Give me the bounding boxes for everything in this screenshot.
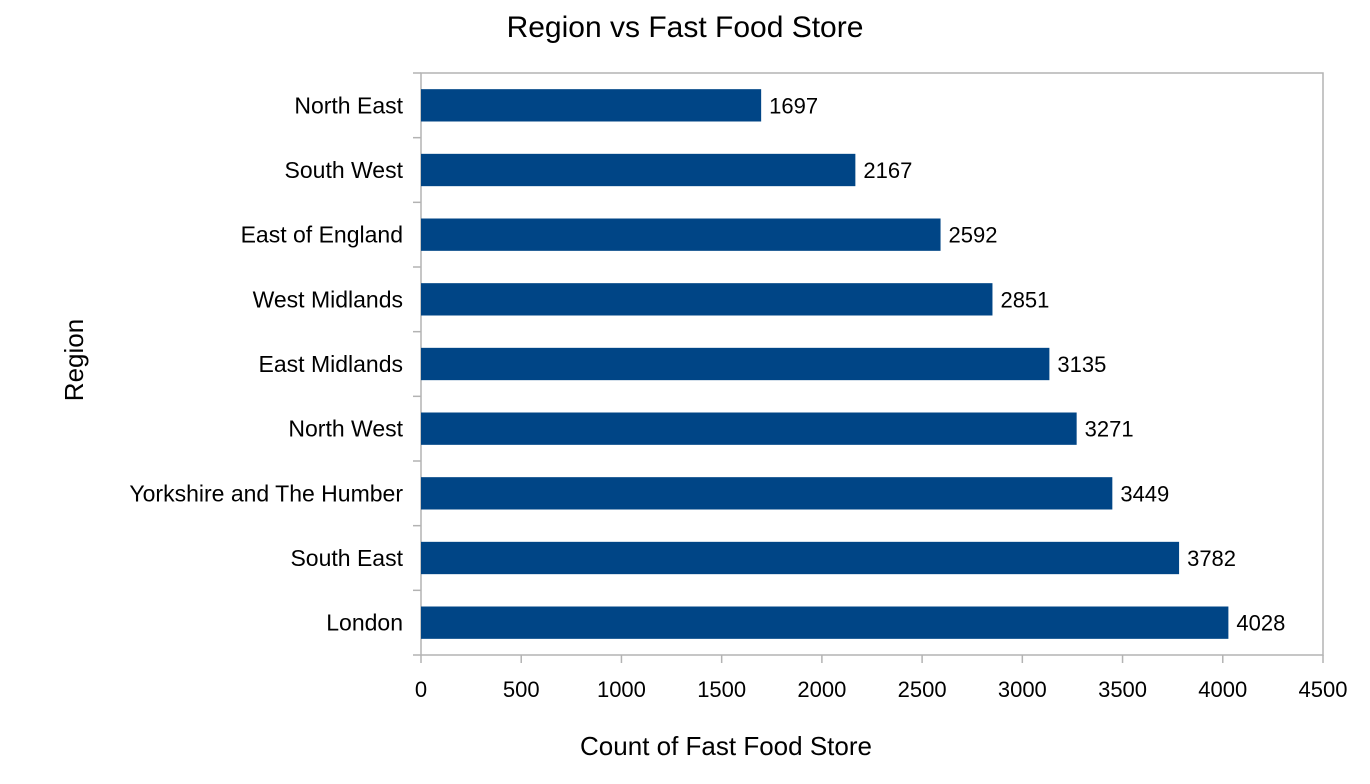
data-label: 3135 xyxy=(1057,352,1106,377)
x-tick-label: 2500 xyxy=(898,677,947,702)
bar xyxy=(421,477,1113,510)
data-label: 3449 xyxy=(1120,481,1169,506)
x-tick-label: 2000 xyxy=(797,677,846,702)
x-tick-label: 3500 xyxy=(1098,677,1147,702)
data-label: 1697 xyxy=(769,93,818,118)
category-label: North East xyxy=(294,92,403,118)
bar xyxy=(421,606,1229,639)
x-tick-label: 1000 xyxy=(597,677,646,702)
x-tick-label: 4500 xyxy=(1299,677,1348,702)
x-tick-label: 0 xyxy=(415,677,427,702)
bar xyxy=(421,89,762,122)
x-tick-label: 4000 xyxy=(1198,677,1247,702)
category-label: Yorkshire and The Humber xyxy=(129,480,403,506)
category-label: East Midlands xyxy=(259,351,403,377)
data-label: 3271 xyxy=(1085,417,1134,442)
x-tick-label: 3000 xyxy=(998,677,1047,702)
bar xyxy=(421,412,1077,445)
category-label: West Midlands xyxy=(253,286,403,312)
plot-layer: 0 500 1000 1500 2000 2500 3000 3500 4000 4500 Nort… xyxy=(129,72,1348,702)
category-label: London xyxy=(326,610,403,636)
data-label: 2851 xyxy=(1000,287,1049,312)
category-label: North West xyxy=(288,416,403,442)
category-label: East of England xyxy=(241,222,403,248)
x-tick-label: 500 xyxy=(503,677,540,702)
x-tick-label: 1500 xyxy=(697,677,746,702)
data-label: 4028 xyxy=(1236,611,1285,636)
bar xyxy=(421,283,993,316)
data-label: 3782 xyxy=(1187,546,1236,571)
category-label: South West xyxy=(285,157,404,183)
category-label: South East xyxy=(290,545,403,571)
bar xyxy=(421,541,1180,575)
x-axis-title: Count of Fast Food Store xyxy=(580,731,872,761)
bar xyxy=(421,218,941,251)
bar xyxy=(421,153,856,187)
data-label: 2592 xyxy=(949,223,998,248)
data-label: 2167 xyxy=(863,158,912,183)
bar xyxy=(421,347,1050,381)
y-axis-title: Region xyxy=(59,319,89,401)
chart-title: Region vs Fast Food Store xyxy=(507,11,864,44)
